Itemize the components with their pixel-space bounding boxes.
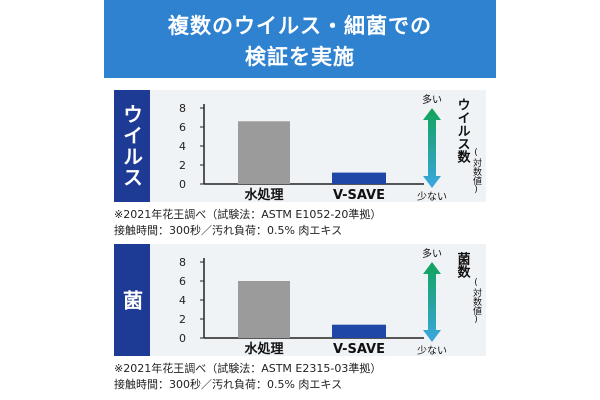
label-less: 少ない <box>417 191 447 202</box>
category-label: 水処理 <box>244 187 283 202</box>
y-tick-label: 0 <box>179 332 186 345</box>
category-label: V-SAVE <box>333 188 385 202</box>
title-banner: 複数のウイルス・細菌での 検証を実施 <box>104 0 496 78</box>
category-label: V-SAVE <box>333 342 385 356</box>
title-line-1: 複数のウイルス・細菌での <box>168 14 432 38</box>
bacteria-panel: 菌 0 2 4 6 8 水処理 V-SAVE 多い少ない 菌数 (対数値) <box>114 244 486 356</box>
y-tick-label: 4 <box>179 294 186 307</box>
bar-vsave <box>332 172 386 184</box>
label-more: 多い <box>422 93 442 106</box>
y-tick-label: 2 <box>179 159 186 172</box>
y-tick-label: 6 <box>179 275 186 288</box>
double-arrow-icon <box>423 108 441 188</box>
right-axis-subtitle: (対数値) <box>471 278 482 325</box>
double-arrow-icon <box>423 262 441 342</box>
bacteria-note-conditions: 接触時間：300秒／汚れ負荷：0.5% 肉エキス <box>114 378 343 391</box>
virus-panel-label: ウイルス <box>114 90 150 202</box>
category-label: 水処理 <box>244 341 283 356</box>
title-line-2: 検証を実施 <box>245 45 355 69</box>
virus-panel: ウイルス 0 2 4 6 8 水処理 V-SAVE 多い少ない ウイルス数 (対数値) <box>114 90 486 202</box>
bar-water <box>238 281 290 338</box>
y-tick-label: 2 <box>179 313 186 326</box>
right-axis-title: ウイルス数 <box>455 98 471 164</box>
label-more: 多い <box>422 247 442 260</box>
right-axis-subtitle: (対数値) <box>471 148 482 195</box>
bacteria-note-test-method: ※2021年花王調べ（試験法：ASTM E2315-03準拠） <box>114 362 382 375</box>
y-tick-label: 8 <box>179 256 186 269</box>
y-tick-label: 6 <box>179 121 186 134</box>
bar-vsave <box>332 324 386 338</box>
bacteria-panel-label: 菌 <box>114 244 150 356</box>
virus-note-conditions: 接触時間：300秒／汚れ負荷：0.5% 肉エキス <box>114 224 343 237</box>
y-tick-label: 0 <box>179 178 186 191</box>
bar-water <box>238 121 290 184</box>
right-axis-title: 菌数 <box>455 251 471 279</box>
label-less: 少ない <box>417 345 447 356</box>
y-tick-label: 8 <box>179 102 186 115</box>
infographic: 複数のウイルス・細菌での 検証を実施 ウイルス 0 2 4 6 8 水処理 V-SAVE 多い… <box>104 0 496 400</box>
y-tick-label: 4 <box>179 140 186 153</box>
virus-note-test-method: ※2021年花王調べ（試験法：ASTM E1052-20準拠） <box>114 208 382 221</box>
